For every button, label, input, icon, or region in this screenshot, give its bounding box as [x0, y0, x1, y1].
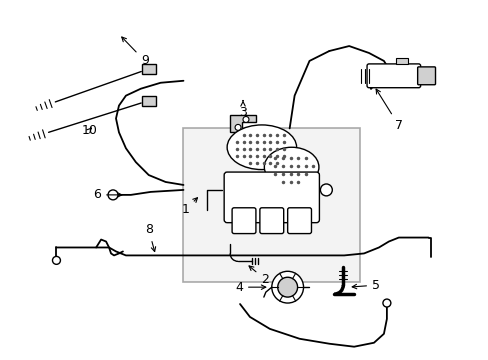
- Ellipse shape: [226, 125, 296, 170]
- FancyBboxPatch shape: [232, 208, 255, 234]
- Text: 4: 4: [235, 281, 265, 294]
- Circle shape: [235, 125, 241, 130]
- Circle shape: [382, 299, 390, 307]
- FancyBboxPatch shape: [224, 172, 319, 223]
- Circle shape: [243, 117, 248, 122]
- Text: 5: 5: [351, 279, 379, 292]
- Text: 8: 8: [144, 223, 155, 252]
- Text: 3: 3: [239, 100, 246, 119]
- Text: 1: 1: [181, 198, 197, 216]
- FancyBboxPatch shape: [259, 208, 283, 234]
- Circle shape: [108, 190, 118, 200]
- Text: 7: 7: [375, 89, 402, 132]
- Polygon shape: [230, 114, 255, 132]
- Text: 2: 2: [248, 266, 268, 286]
- Polygon shape: [395, 58, 407, 64]
- Circle shape: [320, 184, 332, 196]
- FancyBboxPatch shape: [142, 64, 155, 74]
- Text: 9: 9: [122, 37, 148, 67]
- Text: 6: 6: [93, 188, 122, 201]
- Circle shape: [52, 256, 61, 264]
- FancyBboxPatch shape: [366, 64, 420, 88]
- Circle shape: [277, 277, 297, 297]
- FancyBboxPatch shape: [142, 96, 155, 105]
- Ellipse shape: [264, 147, 318, 187]
- FancyBboxPatch shape: [417, 67, 435, 85]
- FancyBboxPatch shape: [287, 208, 311, 234]
- FancyBboxPatch shape: [183, 129, 359, 282]
- Text: 10: 10: [81, 124, 97, 137]
- Circle shape: [271, 271, 303, 303]
